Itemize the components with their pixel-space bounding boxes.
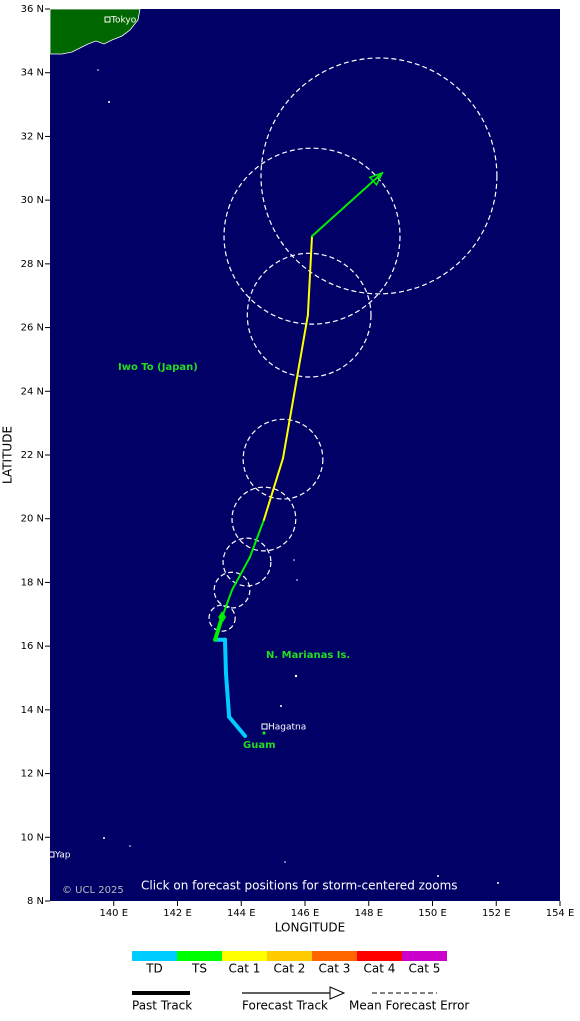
map-marks xyxy=(208,57,498,738)
place-label: Hagatna xyxy=(268,723,306,733)
y-tick-label: 14 N xyxy=(21,705,44,716)
forecast-track-segment xyxy=(221,589,234,619)
error-circle xyxy=(246,252,372,378)
intensity-label: Cat 2 xyxy=(274,962,306,976)
place-label: Yap xyxy=(54,851,71,861)
intensity-label: Cat 5 xyxy=(409,962,441,976)
error-circle xyxy=(242,418,324,500)
y-tick-label: 32 N xyxy=(21,131,44,142)
intensity-swatch xyxy=(222,951,267,961)
place-markers xyxy=(48,16,268,858)
forecast-track-segment xyxy=(231,556,251,592)
x-tick-label: 146 E xyxy=(291,908,320,919)
x-tick-label: 140 E xyxy=(99,908,128,919)
intensity-swatch xyxy=(357,951,402,961)
intensity-label: Cat 3 xyxy=(319,962,351,976)
region-label: N. Marianas Is. xyxy=(266,650,350,661)
forecast-track-segment xyxy=(282,314,309,460)
forecast-track-segment xyxy=(262,457,285,521)
region-label: Guam xyxy=(243,740,276,751)
land xyxy=(49,8,499,884)
past-track-segment xyxy=(223,670,232,719)
intensity-label: TD xyxy=(145,962,163,976)
error-circle xyxy=(213,571,251,609)
past-track-segment xyxy=(222,637,228,675)
legend: Past Track Forecast Track Mean Forecast … xyxy=(132,951,469,1013)
legend-label: Forecast Track xyxy=(242,999,328,1013)
y-tick-label: 28 N xyxy=(21,259,44,270)
y-tick-label: 20 N xyxy=(21,514,44,525)
forecast-track-segment xyxy=(306,235,314,317)
copyright: © UCL 2025 xyxy=(62,885,124,896)
intensity-label: Cat 1 xyxy=(229,962,261,976)
forecast-track-segment xyxy=(311,172,384,238)
y-axis-title: LATITUDE xyxy=(1,426,15,484)
current-position xyxy=(218,611,227,624)
x-tick-label: 148 E xyxy=(354,908,383,919)
intensity-swatch xyxy=(312,951,357,961)
region-label: Iwo To (Japan) xyxy=(118,362,198,373)
x-axis-title: LONGITUDE xyxy=(275,921,345,935)
y-tick-label: 24 N xyxy=(21,386,44,397)
error-circle xyxy=(231,486,297,552)
intensity-swatch xyxy=(267,951,312,961)
y-tick-label: 8 N xyxy=(27,896,44,907)
y-tick-label: 10 N xyxy=(21,832,44,843)
y-tick-label: 26 N xyxy=(21,323,44,334)
error-circle xyxy=(222,537,272,587)
intensity-swatch xyxy=(402,951,447,961)
forecast-arrow-key xyxy=(329,986,346,1000)
intensity-label: TS xyxy=(191,962,207,976)
x-tick-label: 144 E xyxy=(227,908,256,919)
ocean xyxy=(50,9,560,901)
forecast-arrow xyxy=(368,171,384,187)
x-tick-label: 152 E xyxy=(482,908,511,919)
zoom-note: Click on forecast positions for storm-ce… xyxy=(141,879,458,893)
y-tick-label: 30 N xyxy=(21,195,44,206)
intensity-label: Cat 4 xyxy=(364,962,396,976)
error-circle xyxy=(208,604,236,632)
error-circle xyxy=(260,57,498,295)
y-tick-label: 22 N xyxy=(21,450,44,461)
intensity-swatch xyxy=(177,951,222,961)
y-tick-label: 12 N xyxy=(21,769,44,780)
y-tick-label: 34 N xyxy=(21,68,44,79)
x-tick-label: 150 E xyxy=(418,908,447,919)
y-tick-label: 18 N xyxy=(21,577,44,588)
legend-label: Past Track xyxy=(132,999,192,1013)
forecast-track-segment xyxy=(248,518,265,559)
place-label: Tokyo xyxy=(110,16,137,26)
intensity-swatch xyxy=(132,951,177,961)
error-circle xyxy=(223,147,401,325)
x-tick-label: 154 E xyxy=(546,908,575,919)
y-tick-label: 16 N xyxy=(21,641,44,652)
x-tick-label: 142 E xyxy=(163,908,192,919)
y-tick-label: 36 N xyxy=(21,4,44,15)
legend-label: Mean Forecast Error xyxy=(349,999,469,1013)
past-track-segment xyxy=(227,714,248,738)
